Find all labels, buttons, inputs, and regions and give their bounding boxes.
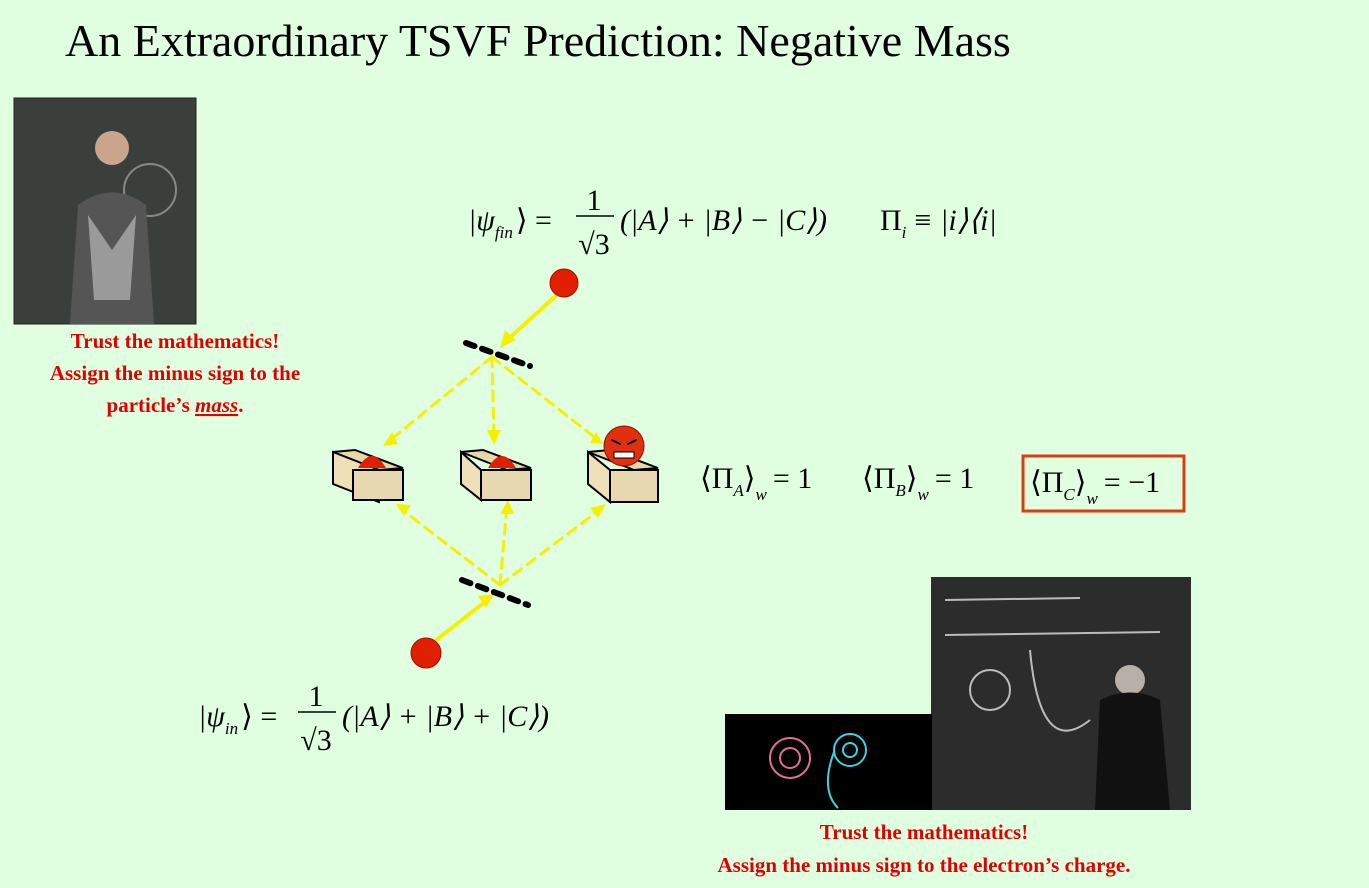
eq-numerator: 1 bbox=[587, 184, 602, 217]
caption-text: . bbox=[238, 393, 243, 417]
eq-open: ⟨Π bbox=[862, 462, 895, 495]
eq-part: Πi ≡ |i⟩⟨i| bbox=[880, 204, 997, 242]
eq-sub: C bbox=[1063, 485, 1075, 504]
weak-values: ⟨ΠA⟩w = 1 ⟨ΠB⟩w = 1 ⟨ΠC⟩w = −1 bbox=[700, 454, 1186, 513]
photo-dirac bbox=[931, 577, 1191, 810]
weak-value: ⟨ΠC⟩w = −1 bbox=[1030, 466, 1160, 508]
eq-sub: w bbox=[1086, 489, 1098, 508]
caption-line: particle’s mass. bbox=[107, 393, 244, 417]
eq-sum: (|A⟩ + |B⟩ − |C⟩) bbox=[620, 204, 827, 237]
weak-value: ⟨ΠB⟩w = 1 bbox=[862, 462, 974, 504]
eq-close: ⟩ bbox=[1075, 466, 1087, 499]
eq-close: ⟩ = bbox=[516, 204, 552, 237]
weak-value: ⟨ΠA⟩w = 1 bbox=[700, 462, 812, 504]
eq-open: ⟨Π bbox=[700, 462, 733, 495]
eq-part: |ψfin ⟩ = bbox=[468, 204, 552, 242]
slide-title: An Extraordinary TSVF Prediction: Negati… bbox=[65, 15, 1011, 66]
photo-tracks bbox=[725, 714, 932, 810]
highlight-box bbox=[1021, 454, 1186, 513]
eq-lhs: Π bbox=[880, 204, 902, 237]
caption-line: Assign the minus sign to the bbox=[50, 361, 300, 385]
eq-rhs: ≡ |i⟩⟨i| bbox=[912, 204, 996, 237]
caption-text: particle’s bbox=[107, 393, 195, 417]
equation-projector: Πi ≡ |i⟩⟨i| bbox=[880, 204, 997, 242]
caption-line: Trust the mathematics! bbox=[71, 329, 279, 353]
eq-denominator: √3 bbox=[300, 724, 331, 757]
equation-psi-fin: |ψfin ⟩ = 1 √3 (|A⟩ + |B⟩ − |C⟩) bbox=[468, 184, 827, 261]
interferometer-diagram bbox=[332, 268, 659, 669]
eq-sum: (|A⟩ + |B⟩ + |C⟩) bbox=[342, 700, 549, 733]
caption-line: Assign the minus sign to the electron’s … bbox=[718, 853, 1131, 877]
eq-close: ⟩ = bbox=[241, 700, 277, 733]
eq-part: |ψin ⟩ = bbox=[198, 700, 277, 738]
caption-line: Trust the mathematics! bbox=[820, 820, 1028, 844]
eq-open: ⟨Π bbox=[1030, 466, 1063, 499]
eq-ket: |ψ bbox=[198, 700, 226, 733]
caption-emphasis: mass bbox=[195, 393, 238, 417]
photo-lecturer bbox=[13, 97, 197, 325]
eq-rhs: = 1 bbox=[935, 462, 974, 495]
eq-sub: A bbox=[732, 481, 744, 500]
equation-psi-in: |ψin ⟩ = 1 √3 (|A⟩ + |B⟩ + |C⟩) bbox=[198, 680, 549, 757]
eq-denominator: √3 bbox=[578, 228, 609, 261]
eq-rhs: = 1 bbox=[773, 462, 812, 495]
eq-sub: w bbox=[755, 485, 767, 504]
eq-rhs: = −1 bbox=[1104, 466, 1160, 499]
eq-sub: B bbox=[895, 481, 906, 500]
eq-close: ⟩ bbox=[906, 462, 918, 495]
eq-numerator: 1 bbox=[309, 680, 324, 713]
eq-sub: fin bbox=[495, 223, 513, 242]
eq-sub: i bbox=[902, 223, 907, 242]
eq-close: ⟩ bbox=[744, 462, 756, 495]
eq-ket: |ψ bbox=[468, 204, 496, 237]
eq-sub: w bbox=[917, 485, 929, 504]
eq-sub: in bbox=[225, 719, 238, 738]
